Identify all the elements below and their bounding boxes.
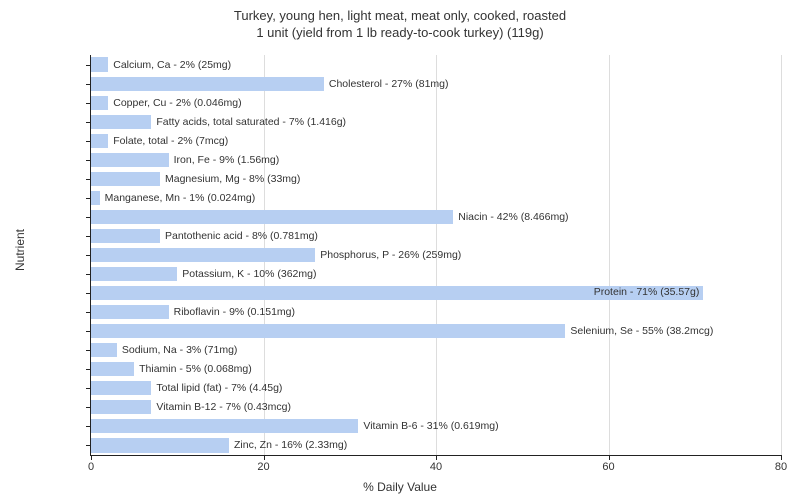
bar <box>91 248 315 262</box>
bar <box>91 381 151 395</box>
chart-area: 020406080Calcium, Ca - 2% (25mg)Choleste… <box>60 55 780 455</box>
bar <box>91 134 108 148</box>
bar <box>91 115 151 129</box>
bar-row: Selenium, Se - 55% (38.2mcg) <box>91 324 713 338</box>
bar-row: Total lipid (fat) - 7% (4.45g) <box>91 381 282 395</box>
x-tick-mark <box>609 455 610 460</box>
x-tick-label: 0 <box>88 461 94 473</box>
bar-label: Copper, Cu - 2% (0.046mg) <box>113 97 241 109</box>
bar: Protein - 71% (35.57g) <box>91 286 703 300</box>
bar-row: Thiamin - 5% (0.068mg) <box>91 362 252 376</box>
bar <box>91 57 108 71</box>
bar-row: Cholesterol - 27% (81mg) <box>91 77 449 91</box>
bar <box>91 96 108 110</box>
bar-label: Fatty acids, total saturated - 7% (1.416… <box>156 116 346 128</box>
bar-row: Vitamin B-6 - 31% (0.619mg) <box>91 419 499 433</box>
chart-title: Turkey, young hen, light meat, meat only… <box>0 0 800 42</box>
bar <box>91 400 151 414</box>
bar-row: Folate, total - 2% (7mcg) <box>91 134 228 148</box>
bar-label: Thiamin - 5% (0.068mg) <box>139 363 252 375</box>
bar <box>91 77 324 91</box>
bar-row: Manganese, Mn - 1% (0.024mg) <box>91 191 255 205</box>
x-tick-label: 20 <box>257 461 269 473</box>
bar-label: Niacin - 42% (8.466mg) <box>458 211 568 223</box>
x-tick-mark <box>781 455 782 460</box>
bar-row: Protein - 71% (35.57g) <box>91 286 703 300</box>
bar <box>91 419 358 433</box>
bar-row: Niacin - 42% (8.466mg) <box>91 210 569 224</box>
bar-label: Cholesterol - 27% (81mg) <box>329 78 449 90</box>
x-tick-mark <box>91 455 92 460</box>
bar-label: Iron, Fe - 9% (1.56mg) <box>174 154 280 166</box>
bar-label: Vitamin B-6 - 31% (0.619mg) <box>363 420 498 432</box>
bar-row: Potassium, K - 10% (362mg) <box>91 267 316 281</box>
y-axis-label: Nutrient <box>13 229 27 271</box>
bar-row: Copper, Cu - 2% (0.046mg) <box>91 96 242 110</box>
bar <box>91 305 169 319</box>
x-tick-mark <box>264 455 265 460</box>
bar-row: Magnesium, Mg - 8% (33mg) <box>91 172 300 186</box>
bar-label: Selenium, Se - 55% (38.2mcg) <box>570 325 713 337</box>
bar-label: Vitamin B-12 - 7% (0.43mcg) <box>156 401 291 413</box>
bar <box>91 343 117 357</box>
bar-row: Vitamin B-12 - 7% (0.43mcg) <box>91 400 291 414</box>
title-line-1: Turkey, young hen, light meat, meat only… <box>234 8 566 23</box>
bar-row: Phosphorus, P - 26% (259mg) <box>91 248 461 262</box>
x-tick-mark <box>436 455 437 460</box>
plot-area: 020406080Calcium, Ca - 2% (25mg)Choleste… <box>90 55 781 456</box>
bar-row: Fatty acids, total saturated - 7% (1.416… <box>91 115 346 129</box>
bar <box>91 191 100 205</box>
bar-label: Potassium, K - 10% (362mg) <box>182 268 316 280</box>
grid-line <box>781 55 782 455</box>
bar <box>91 229 160 243</box>
bar-row: Calcium, Ca - 2% (25mg) <box>91 57 231 71</box>
x-tick-label: 60 <box>602 461 614 473</box>
bar-label: Riboflavin - 9% (0.151mg) <box>174 306 295 318</box>
bar <box>91 210 453 224</box>
bar-row: Pantothenic acid - 8% (0.781mg) <box>91 229 318 243</box>
bar <box>91 324 565 338</box>
bar-label: Total lipid (fat) - 7% (4.45g) <box>156 382 282 394</box>
bar-label: Magnesium, Mg - 8% (33mg) <box>165 173 300 185</box>
bar-label: Sodium, Na - 3% (71mg) <box>122 344 238 356</box>
bar <box>91 172 160 186</box>
title-line-2: 1 unit (yield from 1 lb ready-to-cook tu… <box>256 25 543 40</box>
bar-label: Folate, total - 2% (7mcg) <box>113 135 228 147</box>
bar-label: Phosphorus, P - 26% (259mg) <box>320 249 461 261</box>
bar-label: Zinc, Zn - 16% (2.33mg) <box>234 439 347 451</box>
bar <box>91 362 134 376</box>
bar-row: Zinc, Zn - 16% (2.33mg) <box>91 438 347 452</box>
bar-label: Calcium, Ca - 2% (25mg) <box>113 59 231 71</box>
bar-label: Manganese, Mn - 1% (0.024mg) <box>105 192 256 204</box>
bar <box>91 153 169 167</box>
bar-row: Iron, Fe - 9% (1.56mg) <box>91 153 279 167</box>
grid-line <box>609 55 610 455</box>
bar <box>91 438 229 452</box>
bar-row: Sodium, Na - 3% (71mg) <box>91 343 237 357</box>
bar-label: Pantothenic acid - 8% (0.781mg) <box>165 230 318 242</box>
x-axis-label: % Daily Value <box>363 480 437 494</box>
bar <box>91 267 177 281</box>
x-tick-label: 80 <box>775 461 787 473</box>
x-tick-label: 40 <box>430 461 442 473</box>
bar-label: Protein - 71% (35.57g) <box>594 286 700 298</box>
bar-row: Riboflavin - 9% (0.151mg) <box>91 305 295 319</box>
